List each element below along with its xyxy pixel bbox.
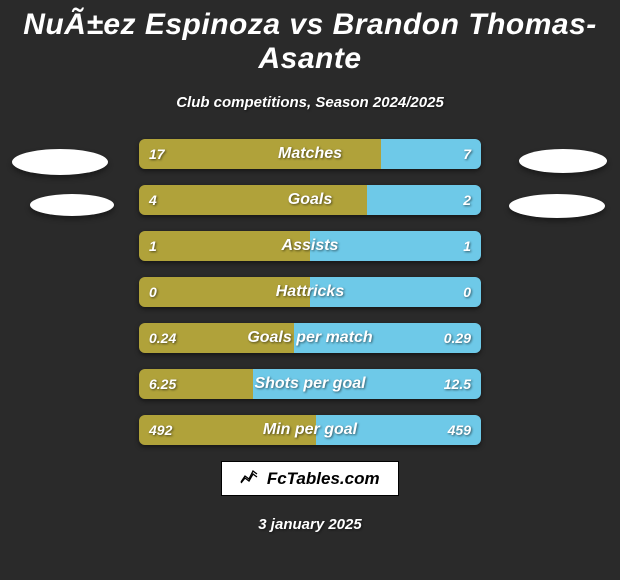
bar-segment-left (139, 231, 310, 261)
bar-segment-right (316, 415, 481, 445)
bar-segment-left (139, 323, 294, 353)
brand-chart-icon (240, 468, 258, 489)
comparison-chart: Matches177 Goals42 Assists11 Hattricks00 Goa… (0, 139, 620, 445)
subtitle: Club competitions, Season 2024/2025 (0, 94, 620, 111)
player-left-badge-1 (12, 149, 108, 175)
bar-segment-left (139, 139, 381, 169)
footer: FcTables.com (0, 461, 620, 496)
bar-row: Hattricks00 (139, 277, 481, 307)
page-title: NuÃ±ez Espinoza vs Brandon Thomas-Asante (0, 0, 620, 76)
bar-segment-right (253, 369, 481, 399)
bar-segment-left (139, 369, 253, 399)
player-right-badge-1 (519, 149, 607, 173)
bar-segment-left (139, 415, 316, 445)
bar-row: Goals42 (139, 185, 481, 215)
player-left-badge-2 (30, 194, 114, 216)
bar-row: Shots per goal6.2512.5 (139, 369, 481, 399)
bar-row: Assists11 (139, 231, 481, 261)
bar-row: Goals per match0.240.29 (139, 323, 481, 353)
bar-row: Matches177 (139, 139, 481, 169)
bar-segment-right (294, 323, 481, 353)
bar-segment-right (310, 231, 481, 261)
player-right-badge-2 (509, 194, 605, 218)
date-text: 3 january 2025 (0, 516, 620, 533)
bar-segment-left (139, 185, 367, 215)
bar-segment-left (139, 277, 310, 307)
bar-row: Min per goal492459 (139, 415, 481, 445)
bar-segment-right (367, 185, 481, 215)
bar-segment-right (310, 277, 481, 307)
bar-segment-right (381, 139, 481, 169)
brand-box: FcTables.com (221, 461, 398, 496)
brand-text: FcTables.com (267, 469, 380, 489)
